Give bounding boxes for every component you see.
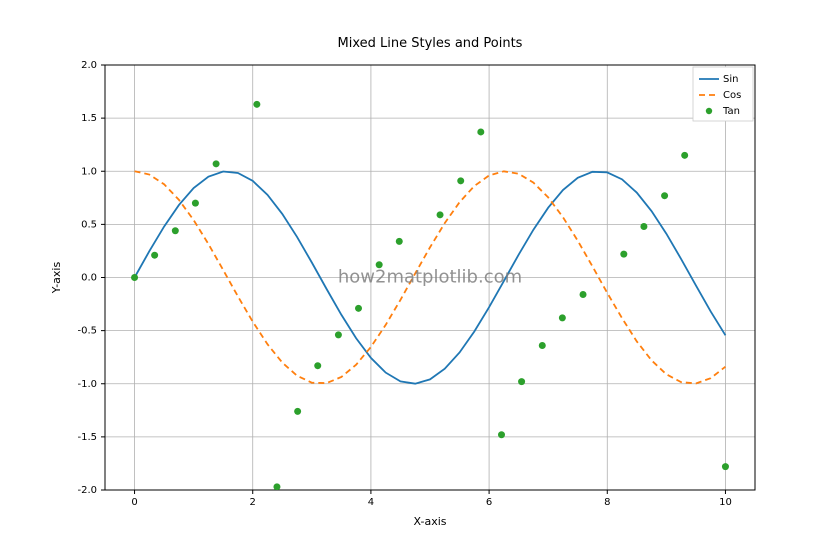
series-tan-point (335, 331, 342, 338)
series-tan-point (294, 408, 301, 415)
ytick-label: 0.5 (81, 219, 97, 230)
series-tan-point (437, 211, 444, 218)
xtick-label: 6 (486, 497, 492, 508)
series-tan-point (620, 251, 627, 258)
chart-svg: 0 2 4 6 8 10 -2.0 -1.5 -1.0 -0.5 0.0 0.5 1.0 1.5 2.0 ho… (0, 0, 840, 560)
series-tan-point (661, 192, 668, 199)
series-tan-point (498, 431, 505, 438)
xtick-label: 10 (719, 497, 732, 508)
ytick-label: -1.0 (77, 379, 97, 390)
ytick-label: -2.0 (77, 485, 97, 496)
series-tan-point (722, 463, 729, 470)
series-tan-point (396, 238, 403, 245)
ytick-label: 1.5 (81, 113, 97, 124)
series-tan-point (151, 252, 158, 259)
series-tan-point (172, 227, 179, 234)
legend-label: Sin (723, 74, 738, 85)
legend-label: Cos (723, 90, 741, 101)
series-tan-point (355, 305, 362, 312)
legend-label: Tan (722, 106, 740, 117)
ytick-label: -0.5 (77, 326, 97, 337)
series-tan-point (253, 101, 260, 108)
xtick-label: 2 (250, 497, 256, 508)
series-tan-point (539, 342, 546, 349)
y-axis-label: Y-axis (50, 262, 63, 295)
xtick-label: 4 (368, 497, 374, 508)
series-tan-point (559, 314, 566, 321)
series-tan-point (580, 291, 587, 298)
series-tan-point (314, 362, 321, 369)
chart-container: 0 2 4 6 8 10 -2.0 -1.5 -1.0 -0.5 0.0 0.5 1.0 1.5 2.0 ho… (0, 0, 840, 560)
series-tan-point (192, 200, 199, 207)
x-axis-label: X-axis (414, 515, 447, 528)
series-tan-point (131, 274, 138, 281)
legend: Sin Cos Tan (693, 67, 753, 121)
series-tan-point (457, 177, 464, 184)
xtick-label: 8 (604, 497, 610, 508)
ytick-label: 2.0 (81, 60, 97, 71)
series-tan-point (477, 128, 484, 135)
ytick-label: 1.0 (81, 166, 97, 177)
series-tan-point (273, 483, 280, 490)
chart-title: Mixed Line Styles and Points (338, 36, 523, 51)
series-tan-point (518, 378, 525, 385)
series-tan-point (640, 223, 647, 230)
legend-swatch-marker (706, 108, 712, 114)
watermark-text: how2matplotlib.com (338, 267, 522, 288)
ytick-label: 0.0 (81, 273, 97, 284)
series-tan-point (681, 152, 688, 159)
ytick-label: -1.5 (77, 432, 97, 443)
xtick-label: 0 (131, 497, 137, 508)
series-tan-point (213, 160, 220, 167)
